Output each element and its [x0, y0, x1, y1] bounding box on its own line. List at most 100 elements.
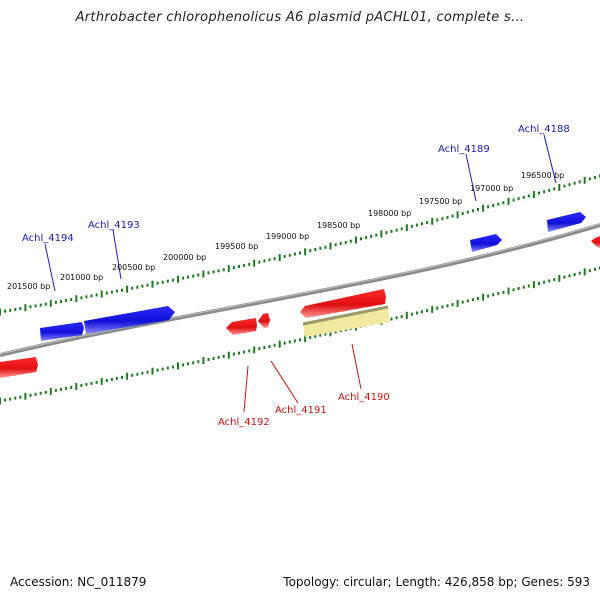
inner-ruler-tick — [243, 350, 246, 354]
outer-ruler-tick — [400, 227, 403, 231]
outer-ruler-tick — [451, 214, 454, 218]
inner-ruler-tick — [29, 393, 32, 397]
outer-ruler-tick — [273, 257, 276, 261]
leader-lines — [44, 134, 557, 413]
inner-ruler-tick — [115, 376, 118, 380]
inner-ruler-tick — [187, 362, 190, 366]
outer-ruler-tick — [349, 239, 352, 243]
gene-achl-4188[interactable] — [547, 212, 586, 232]
outer-ruler-tick — [115, 289, 118, 293]
outer-ruler-tick — [578, 180, 581, 184]
ruler-labels: 201500 bp 201000 bp 200500 bp 200000 bp … — [7, 171, 564, 291]
inner-ruler-tick — [253, 346, 256, 354]
inner-ruler-tick — [197, 360, 200, 364]
outer-ruler-tick — [85, 295, 88, 299]
inner-ruler-tick — [441, 305, 444, 309]
gene-achl-4190[interactable] — [300, 289, 386, 318]
inner-ruler-tick — [268, 345, 271, 348]
inner-ruler-tick — [527, 284, 530, 288]
inner-ruler-tick — [334, 330, 337, 334]
backbone-arc — [0, 223, 600, 357]
outer-ruler-tick — [227, 265, 230, 273]
inner-ruler-tick — [121, 375, 123, 379]
highlight-region[interactable] — [303, 307, 390, 337]
inner-ruler-tick — [415, 311, 418, 315]
inner-ruler-tick — [507, 287, 510, 295]
outer-ruler-tick — [202, 270, 205, 278]
inner-ruler-tick — [207, 358, 210, 361]
inner-ruler-tick — [446, 304, 449, 308]
inner-ruler-tick — [14, 396, 17, 400]
inner-ruler-tick — [431, 305, 434, 313]
ruler-label-197000: 197000 bp — [470, 184, 513, 193]
inner-ruler-tick — [146, 370, 149, 374]
inner-ruler-tick — [288, 340, 291, 344]
ruler-label-199000: 199000 bp — [266, 232, 309, 241]
inner-ruler-tick — [400, 315, 403, 319]
outer-ruler-tick — [268, 258, 271, 262]
inner-ruler-tick — [212, 357, 215, 360]
inner-ruler-tick — [105, 378, 108, 382]
outer-ruler-tick — [60, 300, 62, 303]
inner-ruler-tick — [171, 365, 174, 369]
label-achl-4193[interactable]: Achl_4193 — [88, 220, 140, 231]
outer-ruler-tick — [512, 198, 515, 202]
outer-ruler-tick — [121, 288, 123, 292]
label-achl-4188[interactable]: Achl_4188 — [518, 124, 570, 135]
outer-ruler-tick — [80, 296, 83, 300]
outer-ruler-tick — [95, 293, 98, 297]
label-achl-4191[interactable]: Achl_4191 — [275, 405, 327, 416]
ruler-label-198000: 198000 bp — [368, 209, 411, 218]
label-achl-4190[interactable]: Achl_4190 — [338, 392, 390, 403]
label-achl-4194[interactable]: Achl_4194 — [22, 233, 74, 244]
label-achl-4189[interactable]: Achl_4189 — [438, 144, 490, 155]
outer-ruler-tick — [482, 204, 485, 212]
gene-left-edge[interactable] — [0, 357, 38, 378]
outer-ruler-tick — [538, 191, 540, 195]
inner-ruler-tick — [578, 271, 581, 275]
inner-ruler-tick — [232, 352, 235, 356]
outer-ruler-tick — [588, 177, 591, 181]
outer-ruler-tick — [553, 187, 556, 191]
outer-ruler-tick — [258, 260, 261, 264]
outer-ruler-tick — [283, 254, 286, 258]
inner-ruler-tick — [436, 306, 439, 310]
inner-ruler-tick — [456, 299, 459, 307]
outer-ruler-tick — [253, 259, 256, 267]
inner-ruler-tick — [522, 285, 525, 289]
outer-ruler-tick — [49, 299, 52, 307]
outer-ruler-tick — [131, 286, 134, 290]
inner-ruler-tick — [492, 293, 495, 297]
inner-ruler-tick — [482, 293, 485, 301]
outer-ruler-tick — [563, 184, 566, 188]
gene-right-edge[interactable] — [591, 236, 600, 248]
inner-ruler-tick — [182, 363, 185, 367]
gene-achl-4194[interactable] — [40, 322, 84, 341]
inner-ruler-tick — [477, 297, 479, 300]
inner-ruler-tick — [273, 343, 276, 347]
gene-achl-4192[interactable] — [226, 318, 257, 335]
outer-ruler-tick — [177, 275, 179, 283]
outer-ruler-tick — [492, 204, 495, 207]
inner-ruler-tick — [548, 279, 551, 283]
outer-ruler-tick — [466, 210, 469, 214]
inner-ruler-tick — [54, 388, 57, 392]
outer-ruler-tick — [334, 243, 337, 247]
inner-ruler-tick — [75, 382, 78, 390]
outer-ruler-tick — [517, 197, 520, 201]
reverse-gene-labels: Achl_4192 Achl_4191 Achl_4190 — [218, 392, 390, 428]
gene-achl-4191[interactable] — [258, 313, 270, 328]
gene-achl-4193[interactable] — [84, 306, 175, 334]
inner-ruler-tick — [395, 316, 398, 320]
inner-ruler-tick — [543, 280, 546, 284]
outer-ruler-tick — [141, 284, 144, 288]
outer-ruler-tick — [54, 300, 57, 304]
inner-ruler-tick — [177, 362, 179, 370]
label-achl-4192[interactable]: Achl_4192 — [218, 417, 270, 428]
inner-ruler-tick — [405, 311, 408, 319]
gene-achl-4189[interactable] — [470, 234, 502, 252]
inner-ruler-tick — [85, 382, 88, 386]
outer-ruler-tick — [461, 212, 464, 215]
inner-ruler-tick — [238, 351, 240, 355]
